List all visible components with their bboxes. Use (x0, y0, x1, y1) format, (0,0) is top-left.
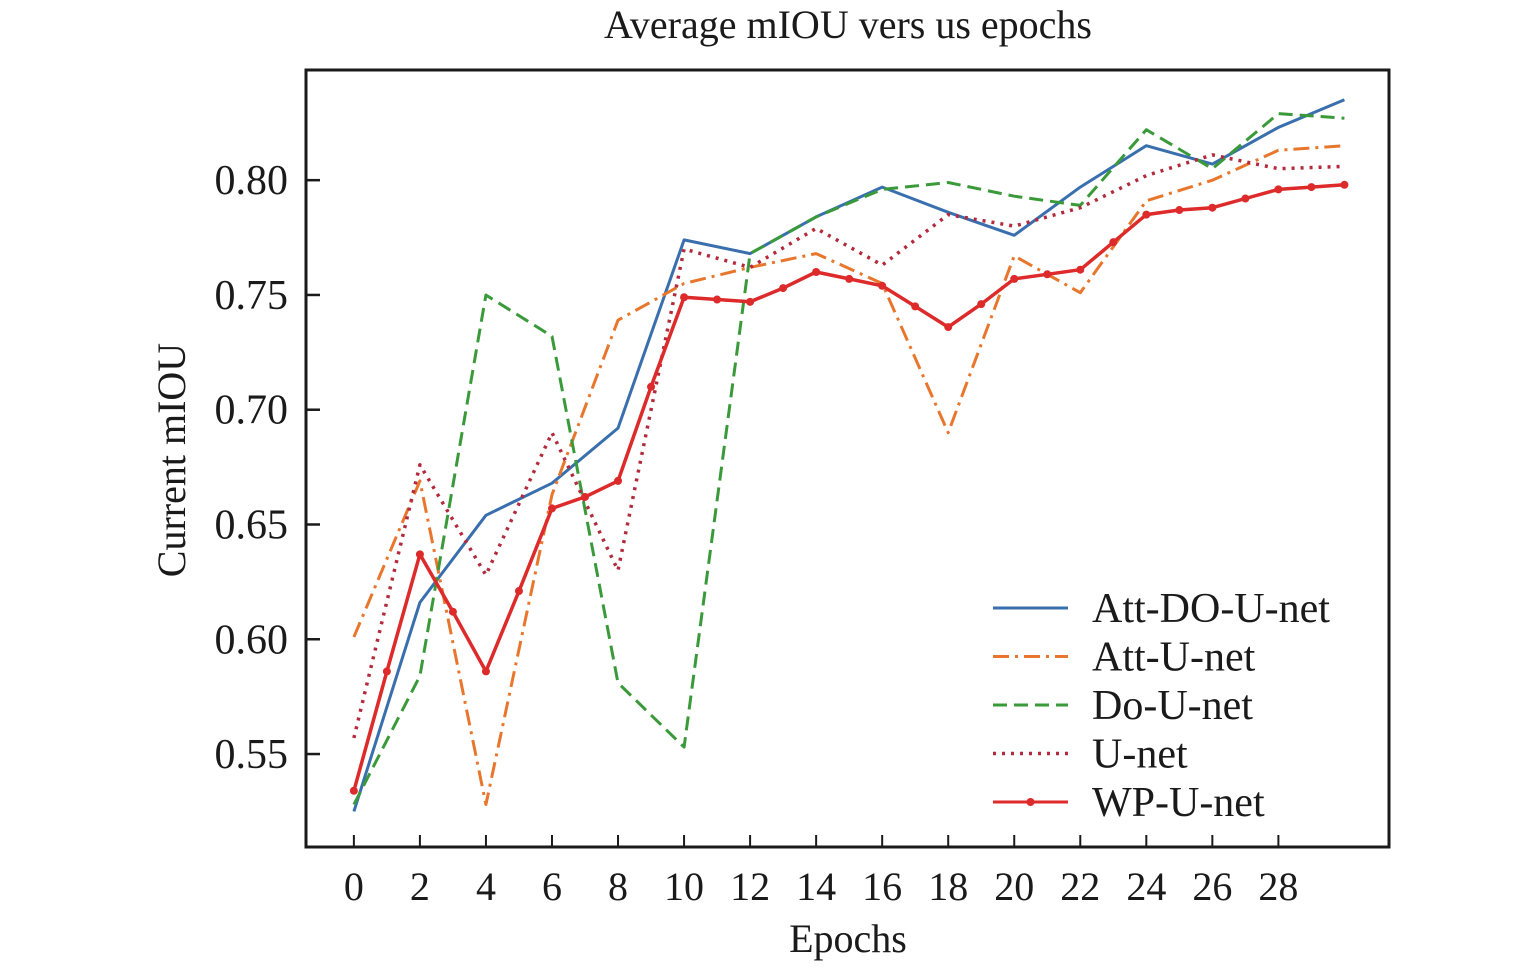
series-line-u-net (352, 153, 1345, 739)
y-tick-label: 0.80 (215, 158, 289, 204)
data-point-wp-u-net (1340, 180, 1349, 189)
data-point-wp-u-net (977, 300, 986, 309)
data-point-wp-u-net (1043, 270, 1052, 279)
data-point-wp-u-net (349, 786, 358, 795)
data-point-wp-u-net (1109, 238, 1118, 247)
legend-label-att-do-u-net: Att-DO-U-net (1092, 586, 1330, 632)
y-axis: 0.55 0.60 0.65 0.70 0.75 0.80 (215, 158, 320, 778)
data-point-wp-u-net (1142, 210, 1151, 219)
data-point-wp-u-net (415, 550, 424, 559)
x-axis-label: Epochs (789, 916, 907, 961)
data-point-wp-u-net (1274, 185, 1283, 194)
x-tick-label: 14 (796, 864, 836, 909)
data-point-wp-u-net (779, 284, 788, 293)
data-point-wp-u-net (878, 281, 887, 290)
legend-label-do-u-net: Do-U-net (1092, 683, 1253, 729)
x-tick-label: 6 (542, 864, 562, 909)
data-point-wp-u-net (680, 293, 689, 302)
data-point-wp-u-net (1175, 206, 1184, 215)
series-line-do-u-net (352, 112, 1345, 806)
x-tick-label: 20 (994, 864, 1034, 909)
plot-frame (304, 68, 1391, 849)
y-tick-label: 0.55 (215, 732, 289, 778)
x-tick-label: 12 (730, 864, 770, 909)
data-point-wp-u-net (911, 302, 920, 311)
data-point-wp-u-net (547, 504, 556, 513)
data-point-wp-u-net (1241, 194, 1250, 203)
data-point-wp-u-net (581, 492, 590, 501)
x-tick-label: 2 (410, 864, 430, 909)
x-tick-label: 18 (928, 864, 968, 909)
x-tick-label: 8 (608, 864, 628, 909)
plot-lines (349, 98, 1349, 812)
y-axis-label: Current mIOU (149, 343, 194, 578)
x-tick-label: 16 (862, 864, 902, 909)
y-tick-label: 0.70 (215, 388, 289, 434)
x-tick-label: 24 (1126, 864, 1166, 909)
data-point-wp-u-net (812, 267, 821, 276)
legend: Att-DO-U-netAtt-U-netDo-U-netU-netWP-U-n… (993, 586, 1330, 826)
data-point-wp-u-net (1076, 265, 1085, 274)
x-tick-label: 4 (476, 864, 496, 909)
data-point-wp-u-net (382, 667, 391, 676)
data-point-wp-u-net (746, 297, 755, 306)
data-point-wp-u-net (514, 587, 523, 596)
chart-title: Average mIOU vers us epochs (604, 2, 1092, 47)
data-point-wp-u-net (1307, 183, 1316, 192)
legend-marker-wp-u-net (1026, 798, 1035, 806)
series-line-att-u-net (352, 144, 1345, 806)
x-tick-label: 26 (1192, 864, 1232, 909)
x-axis: 0 2 4 6 8 10 12 14 16 18 20 22 24 26 28 (344, 835, 1298, 909)
x-tick-label: 28 (1258, 864, 1298, 909)
x-tick-label: 0 (344, 864, 364, 909)
data-point-wp-u-net (647, 382, 656, 391)
legend-label-wp-u-net: WP-U-net (1092, 780, 1265, 826)
data-point-wp-u-net (713, 295, 722, 304)
data-point-wp-u-net (1208, 203, 1217, 212)
legend-label-u-net: U-net (1092, 732, 1188, 778)
data-point-wp-u-net (845, 274, 854, 283)
data-point-wp-u-net (944, 323, 953, 332)
data-point-wp-u-net (614, 476, 623, 485)
y-tick-label: 0.75 (215, 273, 289, 319)
data-point-wp-u-net (448, 607, 457, 616)
x-tick-label: 10 (664, 864, 704, 909)
data-point-wp-u-net (481, 667, 490, 676)
y-tick-label: 0.65 (215, 502, 289, 548)
data-point-wp-u-net (1010, 274, 1019, 283)
legend-label-att-u-net: Att-U-net (1092, 635, 1256, 681)
y-tick-label: 0.60 (215, 617, 289, 663)
x-tick-label: 22 (1060, 864, 1100, 909)
